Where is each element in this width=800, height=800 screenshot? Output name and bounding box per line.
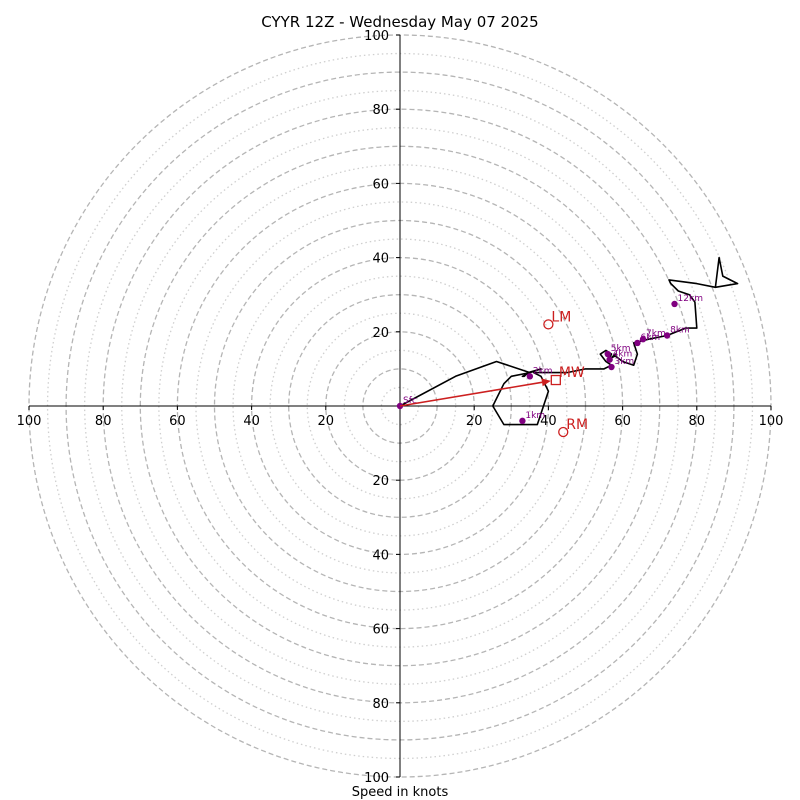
y-tick-label: 20 [372,474,389,489]
right-mover-label: RM [566,417,588,433]
y-tick-label: 100 [364,771,389,786]
y-tick-label: 100 [364,29,389,44]
height-marker-point [663,332,671,339]
height-marker-point [519,417,526,425]
mean-wind-vector [399,381,543,407]
mean-wind-marker [550,374,561,386]
x-tick-label: 60 [169,414,186,429]
height-marker-label: 5km [611,344,631,354]
tick-labels: 100 80 60 40 20 20 40 60 80 100 100 80 60 40 20 20 40 60 8… [17,29,784,786]
height-marker-point [604,350,611,358]
wind-trace-line [399,256,739,426]
height-marker-label: 2km [533,366,553,376]
height-marker-label: 8km [670,326,690,336]
height-marker-label: 3km [614,357,634,367]
height-marker-label: 6km [640,333,660,343]
x-tick-label: 100 [759,414,784,429]
height-marker-label: 12km [678,294,703,304]
left-mover-label: LM [551,309,571,325]
height-marker-label: 7km [646,329,666,339]
right-mover-marker [558,426,569,438]
wind-trace [399,256,739,426]
height-marker-label: 4km [613,350,633,360]
x-tick-label: 20 [466,414,483,429]
y-tick-label: 40 [372,252,389,267]
height-marker-point [608,363,615,371]
left-mover-marker [543,319,554,330]
mean-wind-label: MW [559,365,585,381]
x-tick-label: 80 [689,414,706,429]
storm-motion: MW LM RM [399,309,588,438]
height-marker-point [671,300,678,308]
x-tick-label: 40 [243,414,260,429]
x-tick-label: 60 [614,414,631,429]
height-marker-label: 1km [525,411,545,421]
x-tick-label: 80 [95,414,112,429]
y-tick-label: 40 [372,548,389,563]
x-tick-label: 20 [318,414,335,429]
y-tick-label: 20 [372,326,389,341]
y-tick-label: 80 [372,697,389,712]
mean-wind-arrowhead [541,378,551,387]
height-marker-point [526,373,534,380]
y-tick-label: 80 [372,103,389,118]
y-tick-label: 60 [372,177,389,192]
height-marker-point [634,339,641,347]
height-marker-label: Sfc [403,396,417,406]
height-marker-point [639,336,647,343]
height-marker-point [606,356,613,363]
x-tick-label: 100 [17,414,42,429]
chart-title: CYYR 12Z - Wednesday May 07 2025 [261,13,538,31]
y-tick-label: 60 [372,623,389,638]
x-tick-label: 40 [540,414,557,429]
x-axis-label: Speed in knots [352,785,449,800]
